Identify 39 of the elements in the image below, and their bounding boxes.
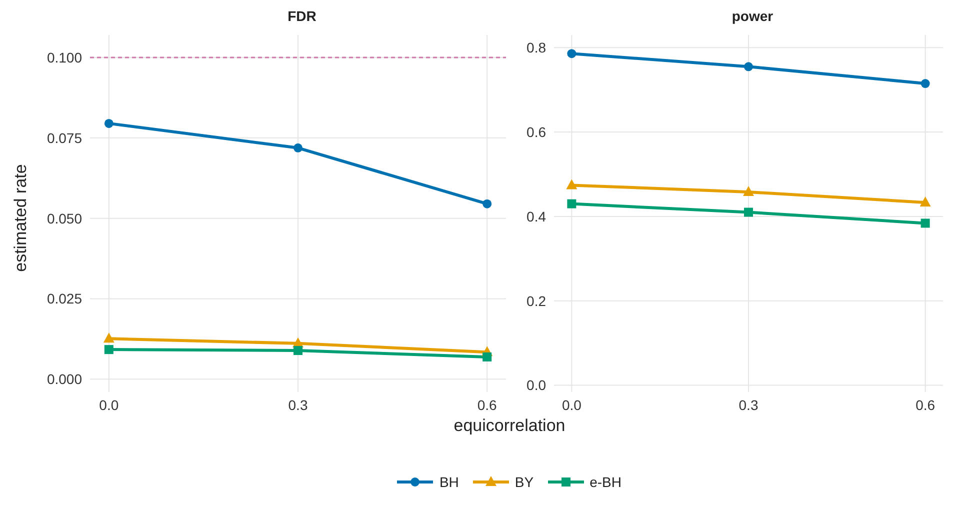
point [744,208,753,217]
point [482,352,492,362]
y-tick-label: 0.000 [46,371,82,388]
x-tick-label: 0.0 [99,396,119,413]
y-tick-label: 0.0 [526,377,546,394]
legend-label: e-BH [590,474,622,490]
x-tick-label: 0.3 [288,396,308,413]
y-tick-label: 0.2 [526,292,546,309]
point [294,143,302,152]
point [567,49,576,58]
point [920,196,931,207]
chart-title: FDR [286,8,318,26]
y-tick-label: 0.6 [526,124,546,140]
y-tick-label: 0.025 [46,290,82,307]
x-tick-label: 0.6 [477,396,498,413]
y-tick-label: 0.8 [526,40,546,56]
x-tick-label: 0.6 [916,396,936,413]
point [482,199,492,208]
point [104,118,114,128]
point [104,345,114,354]
point [744,62,753,72]
x-tick-label: 0.0 [562,396,582,413]
point [566,179,578,190]
point [103,332,114,343]
y-axis-title: estimated rate [11,164,31,272]
x-tick-label: 0.3 [738,396,758,413]
y-tick-label: 0.075 [46,130,82,146]
legend-label: BY [514,474,534,490]
chart-title: power [730,8,774,26]
point [743,186,754,196]
y-tick-label: 0.4 [526,208,546,224]
y-tick-label: 0.100 [46,49,82,66]
y-tick-label: 0.050 [46,210,82,226]
point [920,79,930,88]
legend-label: BH [439,474,459,490]
point [920,218,930,228]
x-axis-title: equicorrelation [452,416,566,436]
point [567,199,576,208]
point [294,346,302,356]
